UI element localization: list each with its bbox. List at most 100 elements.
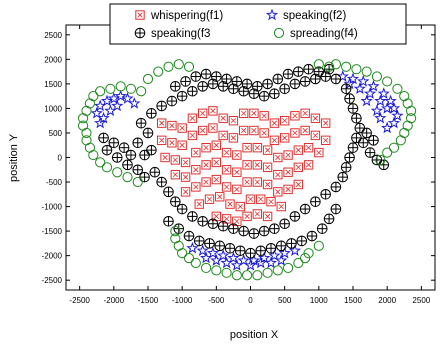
legend-marker-f2 xyxy=(265,8,279,21)
data-point xyxy=(221,267,232,278)
data-point xyxy=(269,135,280,146)
data-point xyxy=(77,113,89,124)
data-point xyxy=(382,76,393,87)
data-point xyxy=(388,142,400,153)
data-point xyxy=(252,209,263,219)
data-point xyxy=(207,78,219,90)
data-point xyxy=(204,194,215,204)
data-point xyxy=(296,235,308,247)
data-point xyxy=(262,211,273,222)
data-point xyxy=(210,254,223,266)
data-point xyxy=(360,94,373,107)
data-point xyxy=(320,189,331,200)
data-point xyxy=(254,256,267,269)
data-point xyxy=(330,203,342,215)
data-point xyxy=(170,196,181,207)
data-point xyxy=(252,160,263,170)
data-point xyxy=(354,122,366,134)
x-tick-label: 0 xyxy=(248,296,253,305)
data-point xyxy=(88,91,99,102)
data-point xyxy=(256,194,266,204)
data-point xyxy=(201,160,211,170)
data-point xyxy=(132,176,143,188)
data-point xyxy=(170,226,181,237)
y-tick-label: 1000 xyxy=(44,104,62,113)
y-tick-label: -2000 xyxy=(42,252,63,261)
data-point xyxy=(288,244,302,256)
data-point xyxy=(337,171,349,183)
data-point xyxy=(146,144,157,156)
data-point xyxy=(286,238,297,249)
data-point xyxy=(268,249,281,261)
data-point xyxy=(177,123,187,133)
data-point xyxy=(293,162,304,173)
data-point xyxy=(167,120,177,131)
data-point xyxy=(238,85,249,97)
data-point xyxy=(303,160,314,170)
data-point xyxy=(290,128,300,138)
data-point xyxy=(323,63,335,75)
data-point xyxy=(370,104,384,117)
data-point xyxy=(265,242,277,254)
data-point xyxy=(279,115,290,126)
data-point xyxy=(313,240,324,251)
series-f4 xyxy=(77,59,417,281)
data-point xyxy=(395,135,406,146)
data-point xyxy=(228,115,239,126)
data-point xyxy=(238,125,249,136)
data-point xyxy=(241,78,253,90)
data-point xyxy=(353,82,366,94)
data-point xyxy=(114,89,127,102)
data-point xyxy=(183,61,195,72)
data-point xyxy=(242,211,252,222)
data-point xyxy=(191,182,201,192)
data-point xyxy=(374,111,387,124)
data-point xyxy=(153,66,164,77)
data-point xyxy=(231,76,243,87)
y-tick-label: 0 xyxy=(58,154,63,163)
data-point xyxy=(300,125,310,136)
data-point xyxy=(262,145,273,155)
y-tick-label: -500 xyxy=(46,178,63,187)
data-point xyxy=(363,87,377,99)
data-point xyxy=(221,182,232,192)
data-point xyxy=(211,157,222,168)
y-tick-label: 2000 xyxy=(44,55,62,64)
data-point xyxy=(259,111,269,121)
data-point xyxy=(232,167,242,177)
data-point xyxy=(330,181,342,193)
data-point xyxy=(221,73,232,85)
data-point xyxy=(273,169,283,180)
x-tick-label: -1000 xyxy=(172,296,193,305)
data-point xyxy=(95,157,106,168)
data-point xyxy=(232,184,242,195)
data-point xyxy=(375,154,386,166)
data-point xyxy=(232,150,242,160)
data-point xyxy=(190,257,201,269)
data-point xyxy=(247,254,261,266)
data-point xyxy=(341,61,352,72)
data-point xyxy=(283,167,293,177)
data-point xyxy=(180,172,191,182)
data-point xyxy=(252,81,263,92)
data-point xyxy=(221,147,232,158)
data-point xyxy=(121,92,134,104)
data-point xyxy=(228,83,239,95)
data-point xyxy=(283,150,293,160)
data-point xyxy=(351,112,362,124)
data-point xyxy=(259,128,269,138)
data-point xyxy=(218,113,228,123)
data-point xyxy=(299,76,311,87)
data-point xyxy=(248,88,260,100)
y-tick-label: 2500 xyxy=(44,31,62,40)
data-point xyxy=(214,240,226,252)
data-point xyxy=(242,160,252,170)
data-point xyxy=(166,95,178,107)
x-tick-label: -2500 xyxy=(69,296,90,305)
data-point xyxy=(249,108,259,119)
data-point xyxy=(310,113,321,123)
data-point xyxy=(231,270,242,281)
data-point xyxy=(163,186,174,198)
data-point xyxy=(170,81,181,92)
